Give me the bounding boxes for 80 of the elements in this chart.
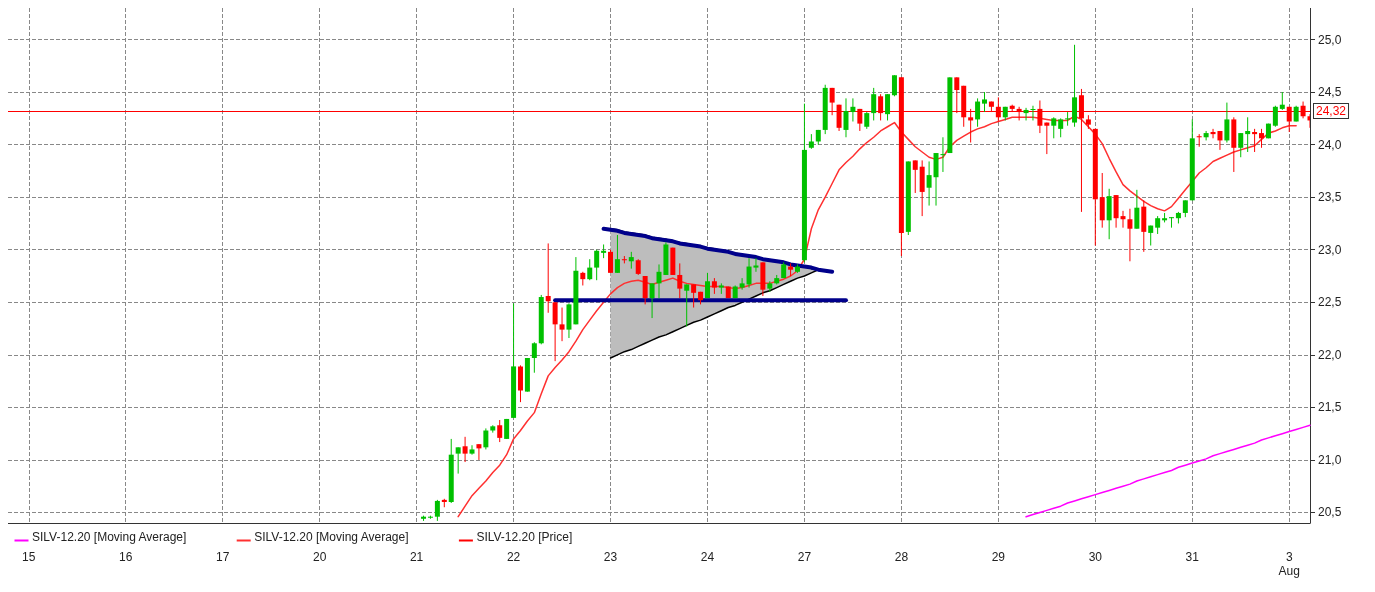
y-tick-label: 21,5 [1318,400,1342,415]
candlestick [1113,194,1119,229]
candlestick [1272,105,1278,128]
candlestick [1168,216,1174,229]
x-tick-label: 30 [1088,550,1103,564]
candlestick [871,87,877,121]
candlestick [476,443,482,461]
candlestick [1099,172,1105,229]
candlestick [677,262,683,299]
x-tick-label: 24 [700,550,715,564]
x-tick-label: 21 [409,550,424,564]
candlestick [545,242,551,314]
candlestick [594,249,600,281]
y-tick-label: 22,5 [1318,295,1342,310]
candlestick [1030,105,1036,121]
y-tick-label: 22,0 [1318,347,1342,362]
x-tick-label: 20 [312,550,327,564]
candlestick [531,341,537,374]
legend-label: SILV-12.20 [Moving Average] [254,530,409,544]
candlestick [1245,116,1251,153]
x-tick-label: 28 [894,550,909,564]
candlestick [497,419,503,443]
legend-label: SILV-12.20 [Price] [476,530,573,544]
y-tick-label: 24,5 [1318,85,1342,100]
y-tick-label: 21,0 [1318,452,1342,467]
candlestick [462,436,468,463]
candlestick [1259,128,1265,149]
candlestick [649,282,655,319]
candlestick [1051,116,1057,139]
candlestick [642,275,648,305]
candlestick [1044,122,1050,155]
candlestick [850,97,856,123]
candlestick [552,301,558,362]
candlestick [455,446,461,475]
x-tick-label: 23 [603,550,618,564]
y-tick-label: 24,0 [1318,137,1342,152]
x-tick-label: 15 [22,550,36,564]
candlestick [587,258,593,281]
x-tick-label: 3 Aug [1278,550,1300,578]
candlestick [469,444,475,456]
x-tick-label: 22 [506,550,521,564]
candlestick [704,272,710,299]
y-tick-label: 23,0 [1318,242,1342,257]
candlestick [1127,208,1133,262]
candlestick [926,160,932,207]
candlestick [1203,130,1209,141]
candlestick [885,93,891,121]
candlestick [739,277,745,291]
candlestick [1196,133,1202,148]
y-tick-label: 25,0 [1318,32,1342,47]
candlestick [1065,111,1071,127]
x-tick-label: 16 [119,550,133,564]
x-tick-label: 17 [216,550,230,564]
y-tick-label: 23,5 [1318,190,1342,205]
candlestick [483,427,489,450]
candlestick [1238,132,1244,158]
legend-label: SILV-12.20 [Moving Average] [32,530,187,544]
candlestick [434,499,440,522]
x-tick-label: 31 [1185,550,1200,564]
candlestick [691,283,697,309]
line-series [1025,424,1311,518]
x-tick-label: 29 [991,550,1006,564]
candlestick [1252,128,1258,153]
candlestick [912,159,918,194]
candlestick [614,234,620,274]
x-tick-label: 27 [797,550,812,564]
candlestick [843,97,849,138]
candlestick [1058,117,1064,138]
candlestick [1120,210,1126,229]
candlestick [982,91,987,113]
candlestick [684,283,690,327]
y-tick-label: 20,5 [1318,505,1342,520]
candlestick [975,97,981,128]
candlestick [1224,102,1230,144]
candlestick [1023,107,1029,121]
candlestick [559,307,565,342]
candlestick [891,74,897,97]
ref-line-label: 24,32 [1316,104,1347,118]
candlestick [608,249,614,274]
candlestick [1134,189,1140,230]
